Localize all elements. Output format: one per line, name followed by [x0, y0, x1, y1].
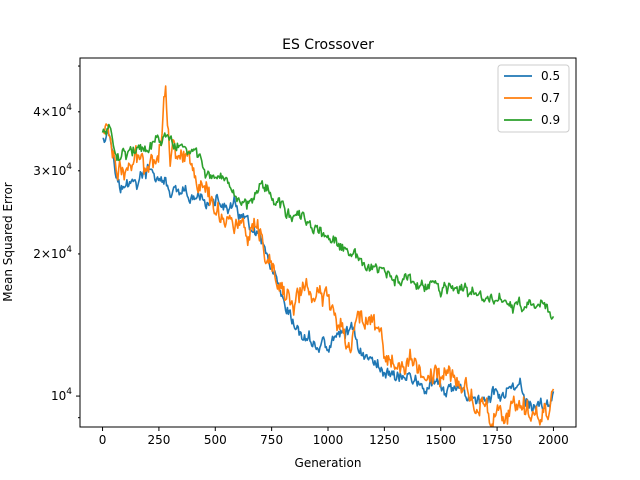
y-minor-tick-label: 4×104 [33, 103, 72, 119]
series-line-0-9 [101, 123, 555, 320]
x-tick-label: 1500 [425, 433, 456, 447]
chart-title: ES Crossover [282, 37, 374, 53]
x-tick-label: 750 [260, 433, 283, 447]
plot-frame [79, 57, 577, 428]
series-line-0-5 [102, 131, 555, 414]
x-tick-label: 0 [99, 433, 107, 447]
legend-label: 0.9 [541, 113, 560, 127]
x-tick-label: 1000 [313, 433, 344, 447]
x-tick-label: 2000 [538, 433, 569, 447]
y-minor-tick-label: 3×104 [33, 162, 72, 178]
legend-box [497, 64, 570, 133]
legend: 0.5 0.7 0.9 [497, 64, 570, 133]
legend-label: 0.7 [541, 91, 560, 105]
plot-lines [101, 85, 555, 428]
x-tick-label: 1250 [369, 433, 400, 447]
x-axis: 0 250 500 750 1000 1250 1500 1750 2000 [99, 427, 569, 447]
y-minor-tick-label: 2×104 [33, 245, 72, 261]
legend-label: 0.5 [541, 69, 560, 83]
x-tick-label: 1750 [482, 433, 513, 447]
x-tick-label: 250 [147, 433, 170, 447]
series-line-0-7 [102, 85, 555, 428]
x-axis-label: Generation [295, 456, 362, 470]
y-axis-label: Mean Squared Error [1, 182, 15, 302]
x-tick-label: 500 [204, 433, 227, 447]
